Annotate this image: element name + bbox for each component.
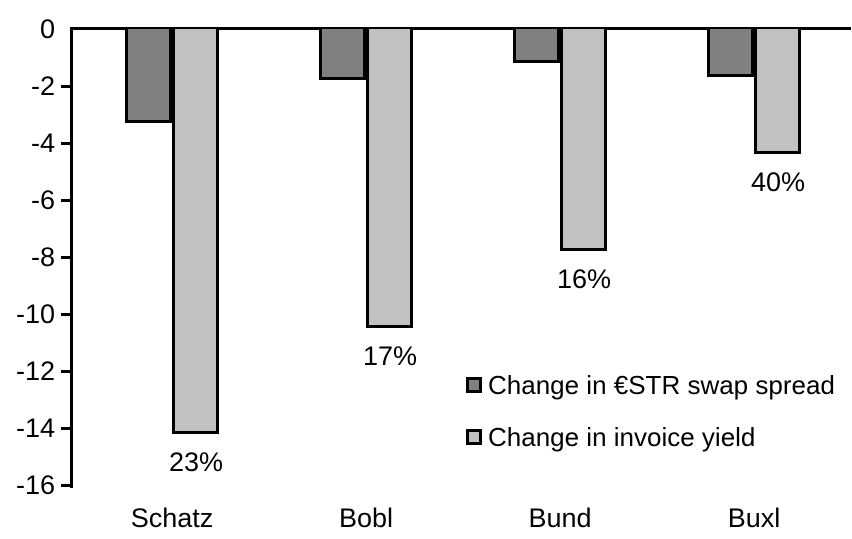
legend-label-swap-spread: Change in €STR swap spread <box>488 370 835 400</box>
category-label-bobl: Bobl <box>338 503 394 533</box>
legend-swatch-invoice-yield <box>466 429 482 445</box>
category-label-bund: Bund <box>528 503 592 533</box>
bar-buxl-invoice-yield <box>754 29 801 154</box>
bar-bund-swap-spread <box>513 29 560 63</box>
bar-buxl-swap-spread <box>707 29 754 77</box>
bar-bobl-invoice-yield <box>366 29 413 328</box>
y-tick--14 <box>61 427 72 430</box>
y-tick-label--14: -14 <box>15 413 55 443</box>
y-tick-label-0: 0 <box>39 14 55 44</box>
bar-value-label-buxl: 40% <box>750 167 806 197</box>
bar-bund-invoice-yield <box>560 29 607 251</box>
x-axis-zero-line <box>70 27 851 30</box>
y-tick-label--6: -6 <box>30 185 55 215</box>
bar-schatz-swap-spread <box>125 29 172 123</box>
y-tick-label--12: -12 <box>15 356 55 386</box>
category-label-buxl: Buxl <box>727 503 781 533</box>
y-tick--4 <box>61 142 72 145</box>
legend: Change in €STR swap spread Change in inv… <box>466 370 835 452</box>
bar-value-label-bobl: 17% <box>362 341 418 371</box>
y-tick-label--16: -16 <box>15 470 55 500</box>
legend-swatch-swap-spread <box>466 377 482 393</box>
legend-label-invoice-yield: Change in invoice yield <box>488 422 756 452</box>
category-label-schatz: Schatz <box>130 503 214 533</box>
y-tick--16 <box>61 484 72 487</box>
bar-value-label-bund: 16% <box>556 264 612 294</box>
y-tick-label--10: -10 <box>15 299 55 329</box>
y-tick--2 <box>61 85 72 88</box>
legend-item-invoice-yield: Change in invoice yield <box>466 422 835 452</box>
bar-value-label-schatz: 23% <box>168 447 224 477</box>
y-tick--12 <box>61 370 72 373</box>
y-tick-label--4: -4 <box>30 128 55 158</box>
y-tick-label--8: -8 <box>30 242 55 272</box>
bar-schatz-invoice-yield <box>172 29 219 434</box>
bar-bobl-swap-spread <box>319 29 366 80</box>
legend-item-swap-spread: Change in €STR swap spread <box>466 370 835 400</box>
y-tick--10 <box>61 313 72 316</box>
y-tick-label--2: -2 <box>30 71 55 101</box>
y-tick--8 <box>61 256 72 259</box>
y-tick--6 <box>61 199 72 202</box>
